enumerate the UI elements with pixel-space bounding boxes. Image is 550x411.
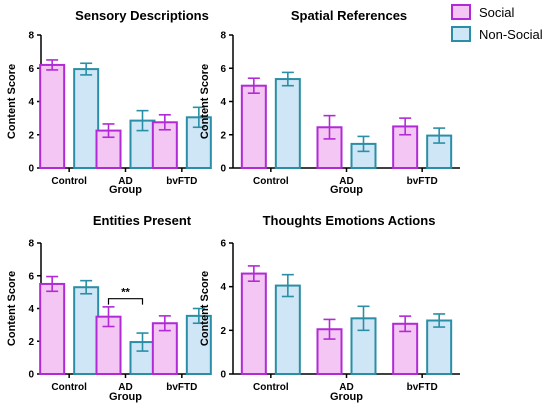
panel-title: Thoughts Emotions Actions — [263, 213, 436, 228]
x-axis-label: Group — [109, 391, 142, 403]
x-tick-label: AD — [118, 382, 132, 393]
significance-label: ** — [121, 287, 130, 299]
y-axis-label: Content Score — [6, 271, 18, 346]
x-tick-label: AD — [118, 176, 132, 187]
x-tick-label: AD — [339, 382, 353, 393]
y-tick-label: 8 — [28, 239, 34, 250]
x-tick-label: Control — [253, 382, 289, 393]
y-axis-label: Content Score — [6, 64, 18, 139]
y-tick-label: 8 — [220, 31, 226, 42]
bar-non-social — [426, 319, 453, 375]
bar-social — [95, 315, 122, 375]
y-tick-label: 0 — [220, 370, 226, 381]
x-axis-label: Group — [109, 184, 142, 196]
y-tick-label: 6 — [28, 271, 34, 282]
bar-social — [240, 272, 267, 376]
x-tick-label: Control — [51, 382, 87, 393]
y-tick-label: 2 — [220, 326, 226, 337]
y-tick-label: 6 — [220, 64, 226, 75]
bar-social — [151, 322, 178, 375]
chart-panel: Sensory Descriptions Content Score 0 2 4 6 8 Co… — [6, 8, 212, 196]
y-tick-label: 6 — [28, 64, 34, 75]
chart-panel: Thoughts Emotions Actions Content Score 0 2… — [199, 213, 460, 403]
bar-non-social — [426, 134, 453, 170]
significance-bracket — [107, 298, 144, 305]
x-tick-label: Control — [253, 176, 289, 187]
panel-title: Entities Present — [93, 213, 192, 228]
x-axis-label: Group — [330, 184, 363, 196]
x-tick-label: bvFTD — [407, 176, 438, 187]
x-axis-label: Group — [330, 391, 363, 403]
bar-social — [240, 84, 267, 169]
bar-social — [39, 282, 66, 375]
bar-non-social — [73, 286, 100, 375]
bar-social — [39, 63, 66, 169]
x-tick-label: Control — [51, 176, 87, 187]
y-tick-label: 4 — [220, 97, 226, 108]
y-tick-label: 4 — [220, 282, 226, 293]
y-tick-label: 0 — [220, 164, 226, 175]
legend-label-social: Social — [479, 5, 515, 20]
y-axis-label: Content Score — [199, 64, 211, 139]
panel-title: Spatial References — [291, 8, 407, 23]
y-tick-label: 8 — [28, 31, 34, 42]
bar-non-social — [274, 78, 301, 169]
bar-non-social — [73, 68, 100, 169]
chart-panels: Sensory Descriptions Content Score 0 2 4 6 8 Co… — [6, 8, 460, 403]
y-tick-label: 2 — [28, 130, 34, 141]
y-axis-label: Content Score — [199, 271, 211, 346]
legend-swatch-social — [451, 4, 471, 20]
legend: Social Non-Social — [451, 4, 543, 42]
legend-swatch-non-social — [451, 26, 471, 42]
x-tick-label: bvFTD — [166, 176, 197, 187]
bar-non-social — [274, 284, 301, 376]
y-tick-label: 2 — [220, 130, 226, 141]
bar-non-social — [185, 314, 212, 375]
x-tick-label: bvFTD — [166, 382, 197, 393]
panel-title: Sensory Descriptions — [75, 8, 209, 23]
chart-panel: Spatial References Content Score 0 2 4 6 8 Cont… — [199, 8, 460, 196]
y-tick-label: 6 — [220, 239, 226, 250]
y-tick-label: 4 — [28, 97, 34, 108]
x-tick-label: bvFTD — [407, 382, 438, 393]
y-tick-label: 0 — [28, 370, 34, 381]
legend-label-non-social: Non-Social — [479, 27, 543, 42]
y-tick-label: 4 — [28, 304, 34, 315]
y-tick-label: 2 — [28, 337, 34, 348]
chart-panel: Entities Present Content Score 0 2 4 6 8 Contro… — [6, 213, 212, 403]
y-tick-label: 0 — [28, 164, 34, 175]
x-tick-label: AD — [339, 176, 353, 187]
